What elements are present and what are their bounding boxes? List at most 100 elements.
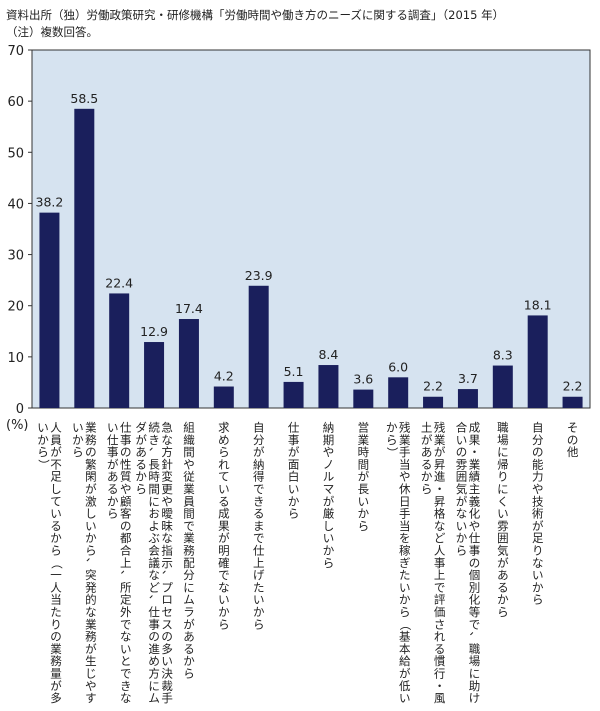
x-category-label: その他	[567, 421, 579, 460]
svg-text:る: る	[135, 457, 147, 471]
svg-text:い: い	[532, 568, 544, 582]
data-label: 6.0	[388, 359, 408, 374]
svg-text:ら: ら	[288, 507, 300, 521]
svg-text:た: た	[253, 580, 265, 594]
svg-text:職: 職	[469, 642, 481, 656]
svg-text:人: 人	[434, 544, 446, 558]
svg-text:ら: ら	[107, 507, 119, 521]
svg-text:ら: ら	[497, 605, 509, 619]
svg-text:都: 都	[120, 531, 132, 545]
svg-text:業: 業	[183, 482, 195, 496]
svg-text:げ: げ	[253, 568, 265, 582]
svg-text:ら: ら	[135, 482, 147, 496]
svg-text:が: が	[50, 679, 62, 693]
svg-text:ル: ル	[323, 470, 335, 484]
svg-text:が: が	[85, 482, 97, 496]
svg-text:か: か	[497, 593, 509, 607]
svg-text:・: ・	[434, 679, 446, 693]
svg-text:仕: 仕	[120, 421, 132, 435]
svg-text:、: 、	[161, 570, 175, 582]
svg-text:い: い	[37, 421, 49, 435]
bar	[74, 108, 95, 409]
bar	[283, 381, 304, 408]
svg-text:と: と	[120, 654, 132, 668]
svg-text:が: が	[532, 519, 544, 533]
svg-text:が: が	[135, 433, 147, 447]
svg-text:人: 人	[50, 580, 62, 594]
svg-text:い: い	[399, 580, 411, 594]
svg-text:間: 間	[358, 457, 370, 471]
svg-text:求: 求	[218, 421, 230, 435]
svg-text:ど: ど	[434, 531, 446, 545]
svg-text:客: 客	[120, 507, 132, 521]
svg-text:の: の	[567, 433, 579, 447]
svg-text:低: 低	[399, 679, 411, 693]
data-label: 3.6	[353, 372, 373, 387]
svg-text:か: か	[386, 421, 398, 435]
svg-text:じ: じ	[85, 667, 97, 681]
svg-text:（: （	[398, 619, 412, 631]
svg-text:か: か	[253, 605, 265, 619]
bar	[353, 389, 374, 408]
svg-text:裁: 裁	[161, 679, 173, 693]
x-category-label: 急な方針変更や曖昧な指示、プロセスの多い決裁手続き、長時間におよぶ会議など、仕事…	[135, 421, 174, 706]
svg-text:で: で	[183, 519, 195, 533]
svg-text:日: 日	[399, 494, 411, 508]
svg-text:が: が	[421, 433, 433, 447]
svg-text:昇: 昇	[434, 457, 446, 471]
svg-text:進: 進	[434, 470, 446, 484]
svg-text:不: 不	[50, 457, 62, 471]
svg-text:配: 配	[183, 556, 195, 570]
svg-text:納: 納	[253, 457, 265, 471]
bar	[492, 365, 513, 408]
svg-text:上: 上	[434, 568, 446, 582]
svg-text:果: 果	[469, 433, 481, 447]
svg-text:る: る	[183, 642, 195, 656]
svg-text:業: 業	[434, 433, 446, 447]
svg-text:あ: あ	[183, 630, 195, 644]
svg-text:雰: 雰	[497, 519, 509, 533]
svg-text:分: 分	[253, 433, 265, 447]
svg-text:ノ: ノ	[323, 457, 335, 471]
svg-text:ら: ら	[183, 667, 195, 681]
svg-text:か: か	[107, 494, 119, 508]
svg-text:な: な	[120, 630, 132, 644]
svg-text:の: の	[456, 445, 468, 459]
y-axis-unit-label: (%)	[6, 418, 29, 433]
svg-text:突: 突	[85, 568, 97, 582]
svg-text:に: に	[148, 494, 160, 508]
svg-text:業: 業	[469, 457, 481, 471]
svg-text:、: 、	[148, 594, 162, 606]
y-axis: 0 10 20 30 40 50 60 70	[7, 44, 32, 417]
svg-text:繁: 繁	[85, 457, 97, 471]
bar	[248, 285, 269, 408]
bar	[213, 386, 234, 408]
svg-text:間: 間	[183, 445, 195, 459]
svg-text:果: 果	[218, 519, 230, 533]
svg-text:多: 多	[50, 691, 62, 705]
x-axis-labels: 人員が不足しているから（一人当たりの業務量が多いから）業務の繁閑が激しいから、突…	[36, 421, 578, 706]
svg-text:い: い	[161, 654, 173, 668]
svg-text:た: た	[50, 605, 62, 619]
svg-text:る: る	[434, 642, 446, 656]
svg-text:示: 示	[161, 556, 173, 570]
svg-text:土: 土	[421, 421, 433, 435]
svg-text:や: や	[183, 457, 195, 471]
svg-text:業: 業	[358, 433, 370, 447]
svg-text:そ: そ	[567, 421, 579, 435]
svg-text:自: 自	[532, 421, 544, 435]
y-tick-label: 70	[7, 44, 24, 59]
svg-text:白: 白	[288, 470, 300, 484]
svg-text:い: い	[323, 531, 335, 545]
bar	[423, 396, 444, 408]
svg-text:な: な	[532, 556, 544, 570]
svg-text:る: る	[421, 457, 433, 471]
svg-text:行: 行	[434, 667, 446, 681]
svg-text:ま: ま	[253, 519, 265, 533]
